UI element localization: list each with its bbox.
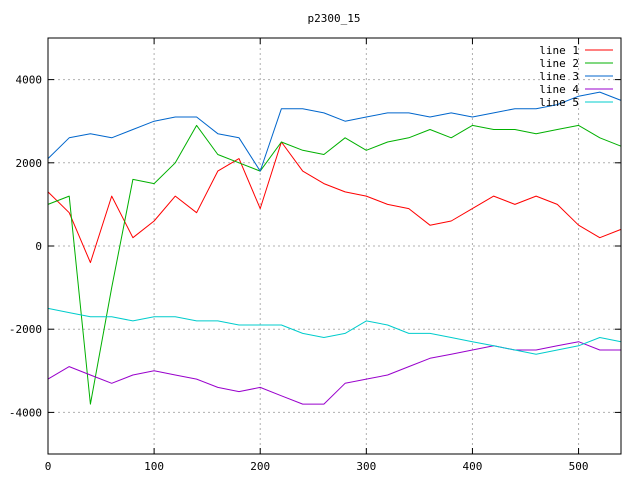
x-tick-label: 300: [356, 460, 376, 473]
series-line-3: [47, 91, 622, 172]
legend-label: line 4: [539, 83, 579, 96]
series-line-5: [47, 307, 622, 355]
x-tick-label: 100: [144, 460, 164, 473]
series-lines: [47, 91, 622, 405]
series-line-2: [47, 124, 622, 405]
grid: [47, 38, 621, 454]
x-tick-label: 500: [569, 460, 589, 473]
y-tick-label: -2000: [9, 323, 42, 336]
x-tick-label: 200: [250, 460, 270, 473]
chart-title: p2300_15: [308, 12, 361, 25]
y-tick-label: 4000: [16, 74, 43, 87]
legend-label: line 5: [539, 96, 579, 109]
x-tick-label: 400: [463, 460, 483, 473]
legend-label: line 3: [539, 70, 579, 83]
y-tick-label: -4000: [9, 406, 42, 419]
series-line-4: [47, 341, 621, 405]
y-tick-label: 0: [35, 240, 42, 253]
y-tick-label: 2000: [16, 157, 43, 170]
legend-label: line 2: [539, 57, 579, 70]
axis-ticks: 0 100 200 300 400 500 -4000 -2000 0 2000 4000: [9, 38, 621, 473]
series-line-1: [47, 141, 622, 264]
x-tick-label: 0: [45, 460, 52, 473]
legend-label: line 1: [539, 44, 579, 57]
